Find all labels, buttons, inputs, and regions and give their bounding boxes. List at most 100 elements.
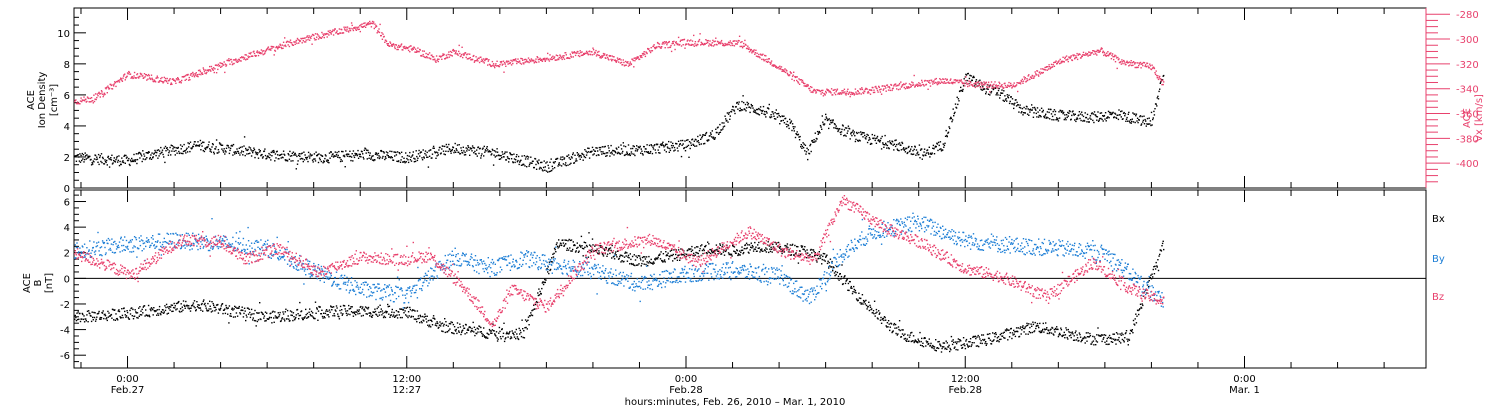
density-series-point [782,115,784,118]
vx-series-point [886,84,889,86]
vx-series-point [796,76,798,78]
vx-series-point [449,50,452,53]
density-series-point [764,110,766,113]
bx-series-point [562,239,564,241]
bx-series-point [245,319,247,322]
vx-series-point [733,40,735,42]
vx-series-point [565,52,567,54]
bx-series-point [529,315,531,317]
bx-series-point [209,305,211,307]
density-series-point [757,113,759,115]
vx-series-point [967,85,969,88]
vx-series-point [841,90,843,92]
density-series-point [353,154,355,157]
bx-series-point [398,314,400,316]
density-series-point [818,132,820,134]
bx-series-point [270,316,272,319]
vx-series-point [252,55,254,57]
density-series-point [228,152,231,155]
density-series-point [256,153,259,156]
density-series-point [412,151,414,153]
vx-series-point [847,93,850,95]
bx-series-point [515,328,517,331]
vx-series-point [1097,51,1099,53]
vx-series-point [747,48,750,50]
bx-series-point [305,314,307,316]
bx-series-point [327,310,329,312]
density-series-point [545,162,547,164]
bx-series-point [250,308,253,311]
bx-series-point [453,332,455,335]
density-series-point [717,126,719,128]
density-series-point [334,151,336,153]
density-series-point [298,153,300,155]
vx-series-point [1053,65,1056,67]
density-series-point [118,164,121,167]
density-series-point [366,149,368,151]
density-series-point [337,154,339,157]
vx-series-point [238,58,240,61]
density-series-point [224,153,226,155]
bx-series-point [278,314,281,316]
density-series-point [744,108,746,111]
density-series-point [291,155,293,157]
bx-series-point [442,330,444,333]
density-series-point [395,154,398,156]
density-series-point [985,93,987,95]
density-series-point [199,144,201,146]
density-series-point [138,151,140,154]
vx-series-point [220,62,222,65]
bx-series-point [703,249,705,252]
density-series-point [517,155,520,158]
density-series-point [636,150,638,152]
bx-series-point [609,247,612,249]
density-series-point [225,147,228,149]
density-series-point [821,128,823,130]
density-series-point [94,154,97,157]
vx-series-point [115,85,117,88]
density-series-point [640,152,642,154]
vx-series-point [527,61,529,63]
density-series-point [965,74,968,76]
vx-series-point [1070,55,1072,57]
density-series-point [997,94,999,96]
bx-series-point [199,307,202,309]
vx-series-point [303,41,306,43]
density-series-point [1132,121,1135,123]
vx-series-point [1144,65,1146,67]
bx-series-point [134,309,136,311]
density-series-point [350,156,353,158]
vx-series-point [421,55,423,57]
density-series-point [839,128,841,130]
density-series-point [243,145,245,147]
vx-series-point [910,84,912,86]
density-series-point [1134,113,1136,115]
vx-series-point [1095,50,1097,53]
bx-series-point [319,306,321,308]
density-series-point [688,141,691,143]
density-series-point [209,148,211,150]
density-series-point [606,154,608,157]
density-series-point [145,158,147,160]
bx-series-point [167,306,169,308]
vx-series-point [937,83,940,85]
vx-series-point [740,45,743,48]
density-series-point [1130,122,1132,124]
density-series-point [161,149,164,151]
vx-series-point [326,36,328,38]
bx-series-point [295,314,297,316]
vx-series-point [701,43,703,45]
vx-series-point [243,57,246,59]
density-series-point [811,139,814,142]
vx-series-point [1051,66,1054,68]
vx-series-point [530,58,533,60]
density-series-point [200,149,202,151]
bx-series-point [543,281,545,284]
bx-series-point [721,246,723,248]
bx-series-point [636,256,638,259]
bx-series-point [608,248,610,250]
density-series-point [1018,111,1020,113]
bx-series-point [531,309,533,312]
bx-series-point [634,259,637,261]
bx-series-point [652,263,654,265]
